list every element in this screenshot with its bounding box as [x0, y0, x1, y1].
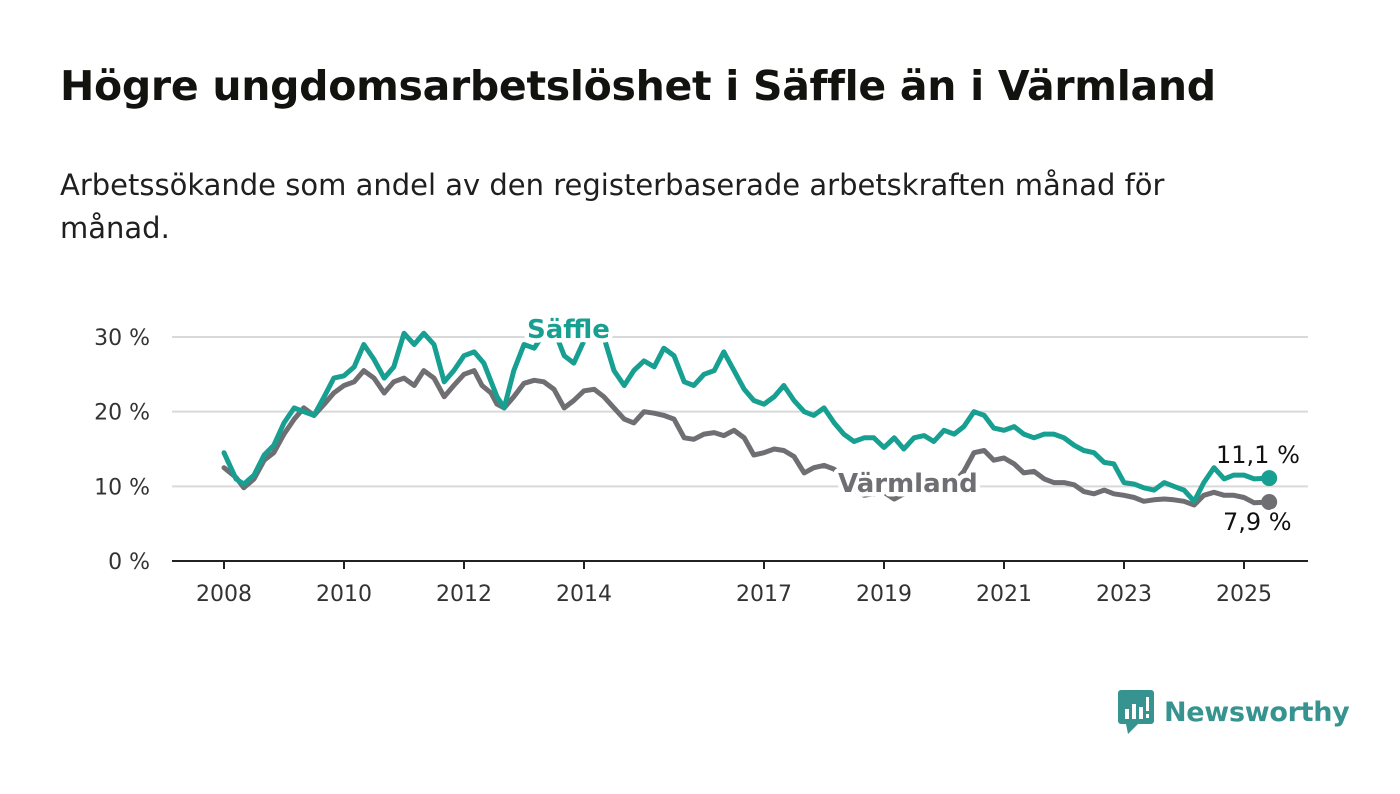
chart-title: Högre ungdomsarbetslöshet i Säffle än i …: [60, 62, 1216, 110]
brand-name: Newsworthy: [1164, 696, 1350, 728]
x-tick-label: 2017: [736, 582, 792, 607]
series-label-saffle: Säffle: [527, 315, 610, 345]
series-line-varmland: [221, 368, 1272, 508]
chart-subtitle: Arbetssökande som andel av den registerb…: [60, 168, 1165, 245]
x-tick-label: 2021: [976, 582, 1032, 607]
end-point-saffle: [1261, 470, 1278, 487]
gridlines: [172, 336, 1308, 562]
end-value-label-saffle: 11,1 %: [1216, 441, 1300, 469]
x-tick-label: 2019: [856, 582, 912, 607]
x-axis-ticks: 2008 2010 2012 2014 2017 2019 2021 2023 2025: [196, 561, 1272, 607]
x-tick-label: 2010: [316, 582, 372, 607]
y-tick-label: 10 %: [94, 475, 150, 500]
x-tick-label: 2008: [196, 582, 252, 607]
x-tick-label: 2023: [1096, 582, 1152, 607]
series-line-saffle: [221, 327, 1272, 504]
series-labels: Säffle Värmland 11,1 % 7,9 %: [523, 311, 1304, 540]
series-label-varmland: Värmland: [838, 469, 978, 499]
end-value-label-varmland: 7,9 %: [1223, 508, 1292, 536]
x-tick-label: 2025: [1216, 582, 1272, 607]
newsworthy-logo-icon: [1118, 690, 1154, 734]
newsworthy-logo: Newsworthy: [1118, 688, 1350, 736]
x-tick-label: 2014: [556, 582, 612, 607]
x-tick-label: 2012: [436, 582, 492, 607]
series-lines: [221, 327, 1278, 511]
y-tick-label: 0 %: [108, 550, 150, 575]
y-tick-label: 20 %: [94, 401, 150, 426]
y-tick-label: 30 %: [94, 326, 150, 351]
end-point-varmland: [1261, 494, 1278, 511]
y-axis-ticks: 0 % 10 % 20 % 30 %: [94, 326, 150, 575]
